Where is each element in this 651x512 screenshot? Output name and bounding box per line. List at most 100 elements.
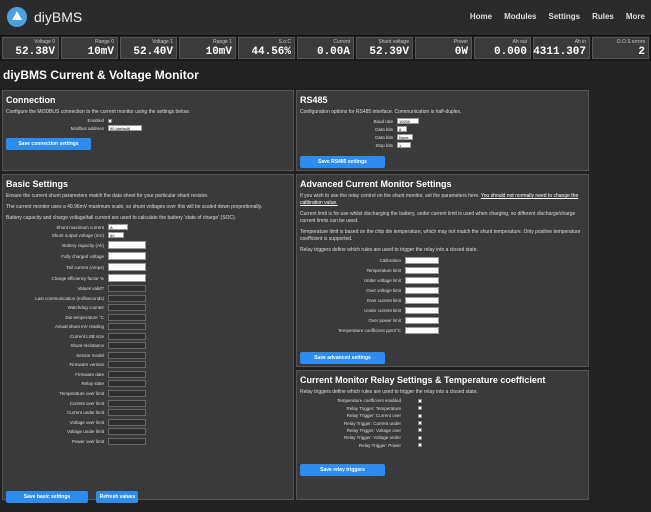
power-over-limit-input	[108, 437, 146, 445]
temperature-limit-input[interactable]	[405, 267, 439, 274]
brand-name[interactable]: diyBMS	[34, 9, 83, 25]
save-relay-button[interactable]: Save relay triggers	[300, 464, 385, 476]
tile-value: 10mV	[87, 46, 114, 58]
relay-trigger-current-under-checkbox[interactable]	[418, 421, 422, 426]
shunt-max-label: Shunt maximum current	[56, 224, 104, 230]
tail-current-amps-label: Tail current (Amps)	[66, 264, 104, 270]
basic-field-row: Last communication (milliseconds)	[3, 294, 293, 302]
firmware-date-input	[108, 370, 146, 378]
basic-field-row: Power over limit	[3, 437, 293, 445]
tile-label: Ah out	[512, 39, 527, 45]
tile-shunt-voltage: Shunt voltage 52.39V	[356, 37, 413, 59]
relay-fields-list: Temperature coefficient enabled Relay Tri…	[297, 398, 588, 448]
tile-soc: S.o.C 44.56%	[238, 37, 295, 59]
basic-fields-list: Battery capacity (Ah) Fully charged volta…	[3, 241, 293, 445]
relay-trigger-power-checkbox[interactable]	[418, 443, 422, 448]
battery-capacity-ah-input[interactable]	[108, 241, 146, 249]
parity-select[interactable]: None	[397, 134, 413, 140]
basic-field-row: Shunt resistance	[3, 342, 293, 350]
relay-trigger-voltage-under-checkbox[interactable]	[418, 435, 422, 440]
relay-settings-title: Current Monitor Relay Settings & Tempera…	[300, 375, 546, 385]
advanced-field-row: Over current limit	[297, 297, 588, 304]
nav-rules[interactable]: Rules	[592, 12, 614, 21]
relay-field-row: Relay Trigger: Current under	[297, 421, 588, 426]
nav-modules[interactable]: Modules	[504, 12, 537, 21]
stop-bits-select[interactable]: 1	[397, 142, 411, 148]
relay-trigger-current-over-checkbox[interactable]	[418, 413, 422, 418]
relay-trigger-voltage-over-label: Relay Trigger: Voltage over	[346, 427, 401, 433]
current-under-limit-input	[108, 409, 146, 417]
fully-charged-voltage-input[interactable]	[108, 252, 146, 260]
save-advanced-button[interactable]: Save advanced settings	[300, 352, 385, 364]
basic-field-row: Sensor model	[3, 351, 293, 359]
basic-field-row: Voltage over limit	[3, 418, 293, 426]
tail-current-amps-input[interactable]	[108, 263, 146, 271]
tile-label: Current	[333, 39, 350, 45]
enabled-checkbox[interactable]	[108, 118, 112, 123]
temperature-coefficient-enabled-checkbox[interactable]	[418, 398, 422, 403]
rs485-panel: RS485 Configuration options for RS485 in…	[296, 90, 589, 171]
tile-label: Ah in	[574, 39, 586, 45]
connection-panel: Connection Configure the MODBUS connecti…	[2, 90, 294, 171]
basic-field-row: Fully charged voltage	[3, 252, 293, 260]
values-valid-label: Values valid?	[77, 286, 104, 291]
charge-efficiency-factor-input[interactable]	[108, 274, 146, 282]
current-over-limit-label: Current over limit	[69, 400, 104, 406]
temperature-over-limit-label: Temperature over limit	[59, 391, 104, 397]
tile-value: 52.39V	[369, 46, 409, 58]
over-current-limit-input[interactable]	[405, 297, 439, 304]
modbus-address-select[interactable]: 90 (default)	[108, 125, 142, 131]
under-voltage-limit-input[interactable]	[405, 277, 439, 284]
connection-title: Connection	[6, 95, 56, 105]
tile-value: 44.56%	[251, 46, 291, 58]
over-power-limit-input[interactable]	[405, 317, 439, 324]
basic-field-row: Current LSB size	[3, 332, 293, 340]
over-voltage-limit-input[interactable]	[405, 287, 439, 294]
calibration-input[interactable]	[405, 257, 439, 264]
relay-trigger-temperature-checkbox[interactable]	[418, 406, 422, 411]
stop-bits-row: Stop bits 1	[297, 142, 588, 148]
basic-field-row: Current under limit	[3, 409, 293, 417]
under-voltage-limit-label: Under voltage limit	[363, 278, 401, 283]
firmware-version-input	[108, 361, 146, 369]
voltage-under-limit-label: Voltage under limit	[66, 429, 104, 435]
under-current-limit-input[interactable]	[405, 307, 439, 314]
power-over-limit-label: Power over limit	[71, 438, 104, 444]
shunt-out-select[interactable]: 50	[108, 232, 124, 238]
save-rs485-button[interactable]: Save RS485 settings	[300, 156, 385, 168]
tile-voltage-0: Voltage 0 52.38V	[2, 37, 59, 59]
data-bits-select[interactable]: 8	[397, 126, 407, 132]
relay-field-row: Temperature coefficient enabled	[297, 398, 588, 403]
tile-label: O.O.S errors	[616, 39, 645, 45]
advanced-field-row: Under current limit	[297, 307, 588, 314]
data-bits-row: Data bits 8	[297, 126, 588, 132]
refresh-values-button[interactable]: Refresh values	[96, 491, 139, 503]
nav-home[interactable]: Home	[469, 12, 493, 21]
basic-field-row: Tail current (Amps)	[3, 263, 293, 271]
basic-field-row: Values valid?	[3, 285, 293, 292]
advanced-settings-panel: Advanced Current Monitor Settings If you…	[296, 174, 589, 367]
basic-desc-3: Battery capacity and charge voltage/tail…	[6, 215, 237, 221]
shunt-resistance-input	[108, 342, 146, 350]
basic-settings-title: Basic Settings	[6, 179, 69, 189]
relay-trigger-voltage-under-label: Relay Trigger: Voltage under	[343, 435, 401, 441]
save-connection-button[interactable]: Save connection settings	[6, 138, 91, 150]
basic-settings-panel: Basic Settings Ensure the current shunt …	[2, 174, 294, 503]
actual-shunt-mv-reading-input	[108, 323, 146, 331]
firmware-date-label: Firmware date	[75, 371, 104, 377]
nav-menu: Home Modules Settings Rules More	[470, 12, 645, 21]
advanced-desc-3: Temperature limit is based on the chip d…	[300, 229, 581, 242]
shunt-max-select[interactable]: A	[108, 224, 128, 230]
save-basic-button[interactable]: Save basic settings	[6, 491, 88, 503]
relay-trigger-voltage-over-checkbox[interactable]	[418, 428, 422, 433]
nav-settings[interactable]: Settings	[548, 12, 581, 21]
parity-label: Data bits	[375, 134, 393, 140]
shunt-out-row: Shunt output voltage (mV) 50	[3, 232, 293, 238]
relay-field-row: Relay Trigger: Power	[297, 443, 588, 448]
temperature-coefficient-ppm-c-input[interactable]	[405, 327, 439, 334]
diybms-logo-icon[interactable]	[6, 6, 28, 28]
temperature-coefficient-enabled-label: Temperature coefficient enabled	[337, 398, 401, 404]
baud-rate-select[interactable]: 19200	[397, 118, 419, 124]
nav-more[interactable]: More	[625, 12, 645, 21]
basic-field-row: Relay state	[3, 380, 293, 388]
